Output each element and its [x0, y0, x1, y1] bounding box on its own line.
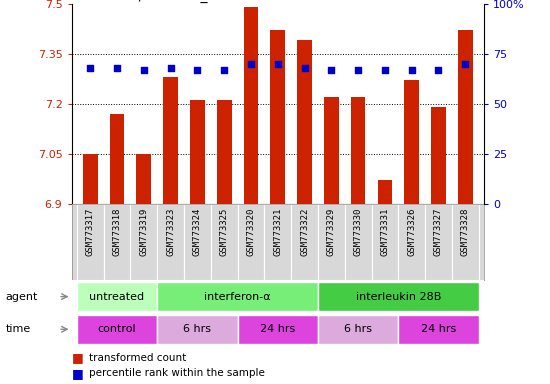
Point [354, 67, 362, 73]
Point [300, 65, 309, 71]
Text: agent: agent [6, 291, 38, 302]
Bar [351, 97, 365, 204]
Text: ■: ■ [72, 367, 83, 379]
Bar [157, 282, 318, 311]
Text: GSM773317: GSM773317 [86, 207, 95, 256]
Text: interleukin 28B: interleukin 28B [356, 291, 441, 302]
Bar [458, 30, 472, 204]
Bar [377, 180, 392, 204]
Text: GSM773319: GSM773319 [139, 207, 148, 256]
Text: untreated: untreated [90, 291, 145, 302]
Text: transformed count: transformed count [89, 353, 186, 363]
Point [139, 67, 148, 73]
Text: GSM773323: GSM773323 [166, 207, 175, 256]
Bar [398, 204, 425, 280]
Bar [265, 204, 291, 280]
Bar [217, 100, 232, 204]
Bar [163, 77, 178, 204]
Bar [211, 204, 238, 280]
Point [408, 67, 416, 73]
Text: 24 hrs: 24 hrs [260, 324, 295, 334]
Text: control: control [98, 324, 136, 334]
Bar [345, 204, 371, 280]
Bar [318, 204, 345, 280]
Point [193, 67, 202, 73]
Bar [83, 154, 97, 204]
Text: GSM773329: GSM773329 [327, 207, 336, 256]
Text: GSM773320: GSM773320 [246, 207, 255, 256]
Point [113, 65, 122, 71]
Point [327, 67, 336, 73]
Point [461, 61, 470, 67]
Text: 6 hrs: 6 hrs [183, 324, 211, 334]
Bar [157, 314, 238, 344]
Bar [77, 282, 157, 311]
Text: GSM773324: GSM773324 [193, 207, 202, 256]
Point [86, 65, 95, 71]
Text: GDS4390 / 209556_at: GDS4390 / 209556_at [69, 0, 222, 3]
Bar [136, 154, 151, 204]
Bar [271, 30, 285, 204]
Point [220, 67, 229, 73]
Point [273, 61, 282, 67]
Bar [297, 40, 312, 204]
Point [434, 67, 443, 73]
Bar [109, 114, 124, 204]
Text: 24 hrs: 24 hrs [421, 324, 456, 334]
Text: GSM773325: GSM773325 [219, 207, 229, 256]
Bar [157, 204, 184, 280]
Text: percentile rank within the sample: percentile rank within the sample [89, 368, 265, 378]
Bar [291, 204, 318, 280]
Point [381, 67, 389, 73]
Bar [77, 204, 103, 280]
Bar [398, 314, 478, 344]
Bar [371, 204, 398, 280]
Text: GSM773322: GSM773322 [300, 207, 309, 256]
Text: interferon-α: interferon-α [204, 291, 271, 302]
Bar [238, 314, 318, 344]
Text: GSM773321: GSM773321 [273, 207, 282, 256]
Text: GSM773331: GSM773331 [381, 207, 389, 256]
Bar [431, 107, 446, 204]
Bar [77, 314, 157, 344]
Text: ■: ■ [72, 351, 83, 364]
Bar [130, 204, 157, 280]
Text: GSM773328: GSM773328 [461, 207, 470, 256]
Bar [238, 204, 265, 280]
Bar [184, 204, 211, 280]
Bar [324, 97, 339, 204]
Bar [425, 204, 452, 280]
Point [166, 65, 175, 71]
Text: GSM773318: GSM773318 [113, 207, 122, 256]
Bar [190, 100, 205, 204]
Text: time: time [6, 324, 31, 334]
Text: GSM773330: GSM773330 [354, 207, 362, 256]
Bar [244, 7, 258, 204]
Point [246, 61, 255, 67]
Bar [318, 282, 478, 311]
Bar [404, 80, 419, 204]
Text: 6 hrs: 6 hrs [344, 324, 372, 334]
Bar [318, 314, 398, 344]
Text: GSM773326: GSM773326 [407, 207, 416, 256]
Bar [103, 204, 130, 280]
Text: GSM773327: GSM773327 [434, 207, 443, 256]
Bar [452, 204, 478, 280]
